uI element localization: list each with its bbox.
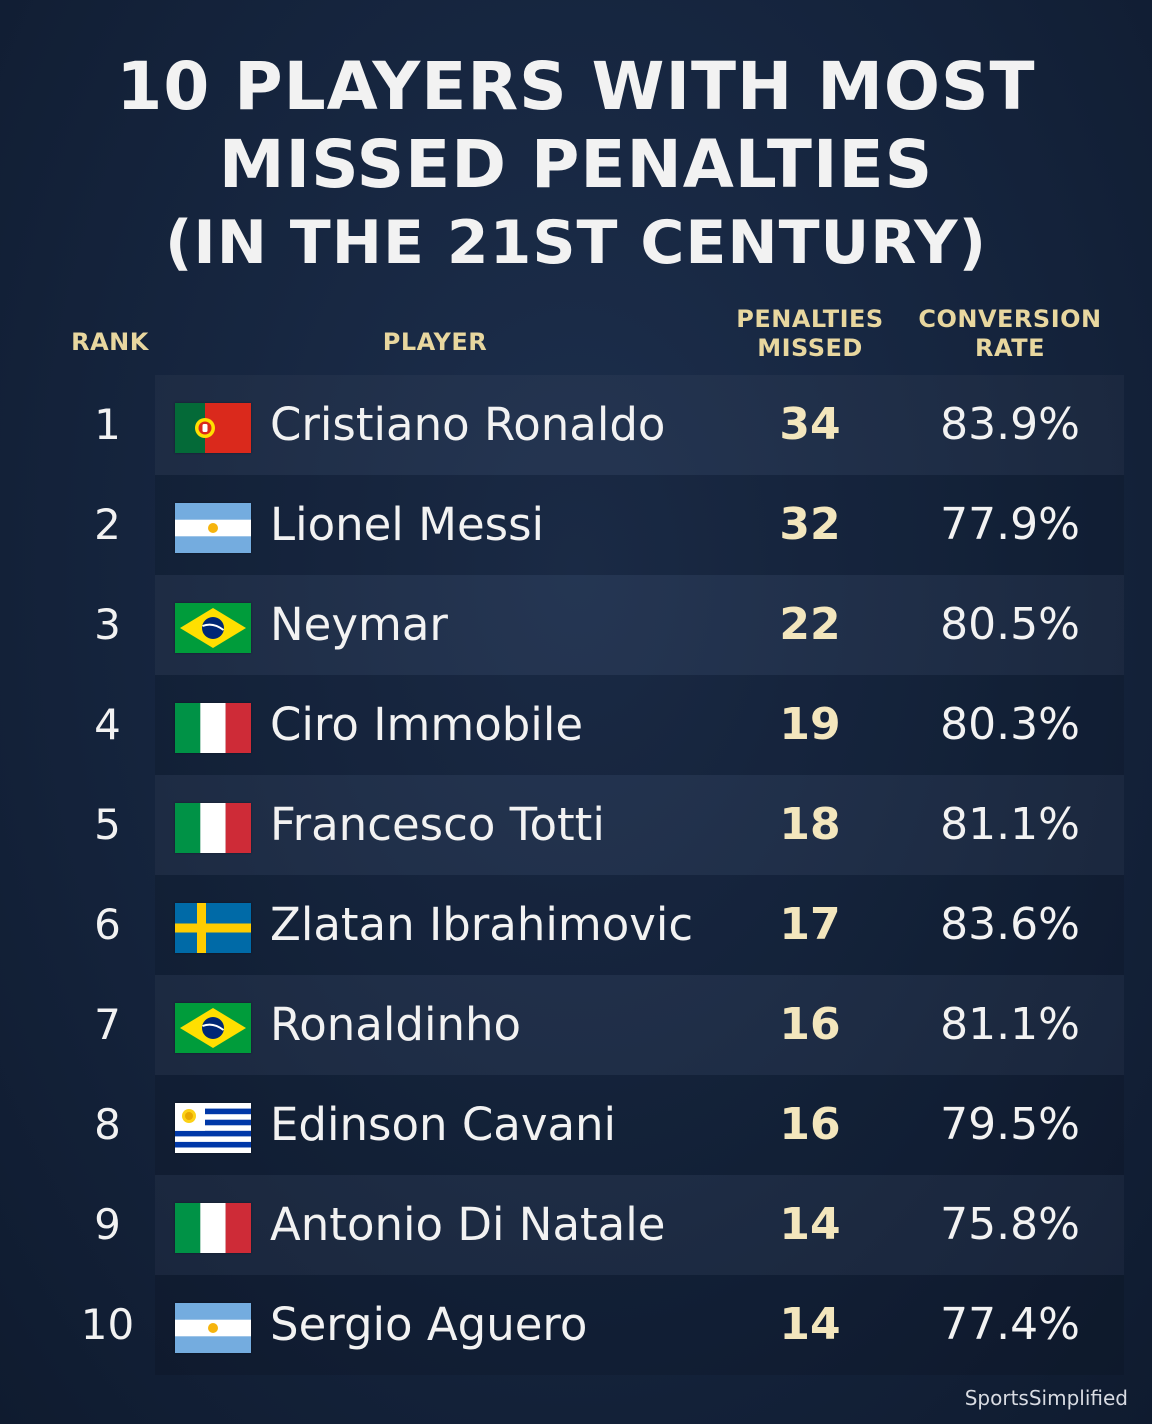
conversion-rate-cell: 83.9% — [940, 399, 1080, 450]
title-line-1: 10 PLAYERS WITH MOST — [116, 48, 1036, 125]
table-row: 6 Zlatan Ibrahimovic 17 83.6% — [0, 875, 1152, 975]
player-name-cell: Sergio Aguero — [270, 1298, 588, 1351]
table-row: 8 Edinson Cavani 16 79.5% — [0, 1075, 1152, 1175]
argentina-flag-icon — [175, 503, 251, 553]
rank-cell: 7 — [94, 1000, 121, 1049]
brazil-flag-icon — [175, 603, 251, 653]
rank-cell: 5 — [94, 800, 121, 849]
player-name-cell: Edinson Cavani — [270, 1098, 617, 1151]
player-name-cell: Cristiano Ronaldo — [270, 398, 666, 451]
rank-cell: 6 — [94, 900, 121, 949]
conversion-rate-cell: 81.1% — [940, 999, 1080, 1050]
penalties-missed-header-line-2: MISSED — [757, 334, 863, 362]
brand-watermark: SportsSimplified — [964, 1386, 1128, 1410]
brazil-flag-icon — [175, 1003, 251, 1053]
conversion-rate-cell: 80.5% — [940, 599, 1080, 650]
conversion-rate-column-header: CONVERSION RATE — [905, 305, 1115, 363]
rank-cell: 8 — [94, 1100, 121, 1149]
player-name-cell: Antonio Di Natale — [270, 1198, 666, 1251]
penalties-missed-cell: 22 — [779, 599, 841, 650]
table-row: 9 Antonio Di Natale 14 75.8% — [0, 1175, 1152, 1275]
penalties-missed-column-header: PENALTIES MISSED — [720, 305, 900, 363]
table-row: 1 Cristiano Ronaldo 34 83.9% — [0, 375, 1152, 475]
conversion-rate-cell: 77.9% — [940, 499, 1080, 550]
page-title: 10 PLAYERS WITH MOST MISSED PENALTIES (I… — [0, 48, 1152, 282]
penalties-missed-header-line-1: PENALTIES — [736, 305, 884, 333]
penalties-missed-cell: 17 — [779, 899, 841, 950]
sweden-flag-icon — [175, 903, 251, 953]
rank-cell: 3 — [94, 600, 121, 649]
rank-cell: 4 — [94, 700, 121, 749]
penalties-missed-cell: 16 — [779, 999, 841, 1050]
row-background — [155, 1275, 1124, 1375]
conversion-rate-cell: 75.8% — [940, 1199, 1080, 1250]
italy-flag-icon — [175, 803, 251, 853]
rank-cell: 1 — [94, 400, 121, 449]
table-row: 3 Neymar 22 80.5% — [0, 575, 1152, 675]
player-name-cell: Neymar — [270, 598, 448, 651]
conversion-rate-cell: 79.5% — [940, 1099, 1080, 1150]
table-row: 4 Ciro Immobile 19 80.3% — [0, 675, 1152, 775]
conversion-rate-header-line-1: CONVERSION — [918, 305, 1102, 333]
penalties-missed-cell: 14 — [779, 1299, 841, 1350]
player-column-header: PLAYER — [382, 328, 488, 356]
conversion-rate-cell: 83.6% — [940, 899, 1080, 950]
rank-cell: 2 — [94, 500, 121, 549]
player-name-cell: Zlatan Ibrahimovic — [270, 898, 694, 951]
italy-flag-icon — [175, 1203, 251, 1253]
table-row: 2 Lionel Messi 32 77.9% — [0, 475, 1152, 575]
player-name-cell: Ronaldinho — [270, 998, 522, 1051]
italy-flag-icon — [175, 703, 251, 753]
player-name-cell: Ciro Immobile — [270, 698, 584, 751]
rank-cell: 9 — [94, 1200, 121, 1249]
table-row: 10 Sergio Aguero 14 77.4% — [0, 1275, 1152, 1375]
player-name-cell: Lionel Messi — [270, 498, 545, 551]
players-table: 1 Cristiano Ronaldo 34 83.9% 2 Lionel Messi… — [0, 375, 1152, 1375]
table-row: 5 Francesco Totti 18 81.1% — [0, 775, 1152, 875]
row-background — [155, 675, 1124, 775]
player-name-cell: Francesco Totti — [270, 798, 605, 851]
table-row: 7 Ronaldinho 16 81.1% — [0, 975, 1152, 1075]
penalties-missed-cell: 32 — [779, 499, 841, 550]
rank-cell: 10 — [80, 1300, 135, 1349]
portugal-flag-icon — [175, 403, 251, 453]
penalties-missed-cell: 34 — [779, 399, 841, 450]
argentina-flag-icon — [175, 1303, 251, 1353]
title-line-3: (IN THE 21ST CENTURY) — [164, 208, 988, 278]
conversion-rate-cell: 80.3% — [940, 699, 1080, 750]
penalties-missed-cell: 18 — [779, 799, 841, 850]
row-background — [155, 875, 1124, 975]
rank-column-header: RANK — [71, 328, 149, 356]
row-background — [155, 1075, 1124, 1175]
penalties-missed-cell: 19 — [779, 699, 841, 750]
uruguay-flag-icon — [175, 1103, 251, 1153]
row-background — [155, 475, 1124, 575]
title-line-2: MISSED PENALTIES — [218, 126, 934, 203]
penalties-missed-cell: 16 — [779, 1099, 841, 1150]
penalties-missed-cell: 14 — [779, 1199, 841, 1250]
conversion-rate-cell: 81.1% — [940, 799, 1080, 850]
conversion-rate-cell: 77.4% — [940, 1299, 1080, 1350]
conversion-rate-header-line-2: RATE — [975, 334, 1045, 362]
